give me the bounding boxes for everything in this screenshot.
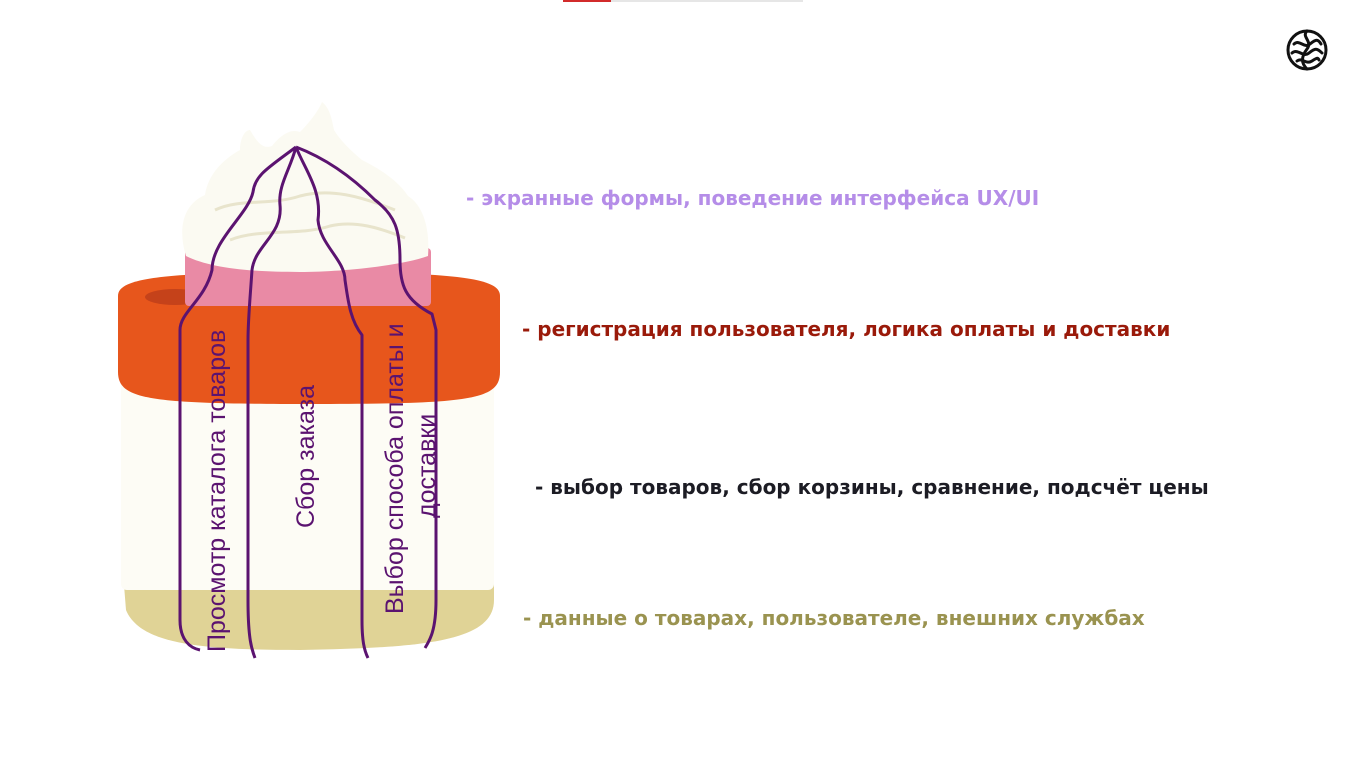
brain-icon <box>1286 29 1328 71</box>
layer-description-data: - данные о товарах, пользователе, внешни… <box>523 606 1145 630</box>
slice-outlines <box>178 145 438 659</box>
slide-progress-bar <box>563 0 803 2</box>
slice-label-catalog: Просмотр каталога товаров <box>203 330 231 652</box>
slice-label-payment-line2: доставки <box>413 414 441 518</box>
slice-label-payment-line1: Выбор способа оплаты и <box>381 323 409 614</box>
slice-outline-divider-2 <box>294 146 370 659</box>
layer-description-business: - выбор товаров, сбор корзины, сравнение… <box>535 475 1209 499</box>
slice-outline-divider-1 <box>246 146 298 659</box>
cake-cream-topping <box>182 102 429 272</box>
slide-progress-fill <box>563 0 611 2</box>
slice-outline-payment <box>295 145 438 649</box>
slice-outline-catalog <box>178 145 297 652</box>
layer-description-ui: - экранные формы, поведение интерфейса U… <box>466 186 1040 210</box>
cake-cream-swirl <box>214 191 396 212</box>
cake-white-layer <box>121 380 494 590</box>
slice-label-order: Сбор заказа <box>292 385 320 528</box>
layer-description-logic: - регистрация пользователя, логика оплат… <box>522 317 1171 341</box>
cake-cream-swirl-2 <box>229 222 406 242</box>
